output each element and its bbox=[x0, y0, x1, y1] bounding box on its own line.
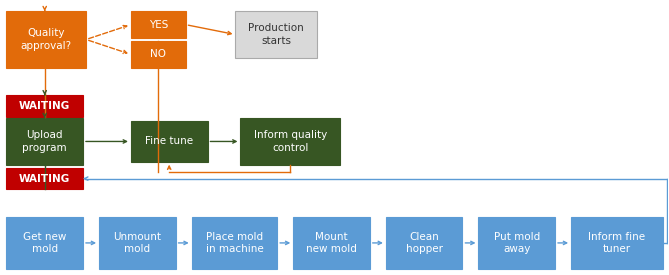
FancyBboxPatch shape bbox=[131, 11, 185, 38]
Text: Place mold
in machine: Place mold in machine bbox=[205, 232, 264, 254]
Text: YES: YES bbox=[149, 20, 168, 30]
FancyBboxPatch shape bbox=[293, 217, 370, 269]
FancyBboxPatch shape bbox=[131, 121, 207, 162]
FancyBboxPatch shape bbox=[386, 217, 462, 269]
Text: Production
starts: Production starts bbox=[248, 23, 304, 46]
Text: Put mold
away: Put mold away bbox=[494, 232, 540, 254]
FancyBboxPatch shape bbox=[240, 118, 340, 165]
FancyBboxPatch shape bbox=[131, 41, 185, 68]
Text: Fine tune: Fine tune bbox=[145, 136, 193, 147]
FancyBboxPatch shape bbox=[7, 11, 86, 68]
Text: Get new
mold: Get new mold bbox=[23, 232, 66, 254]
Text: Upload
program: Upload program bbox=[22, 130, 67, 153]
Text: Inform fine
tuner: Inform fine tuner bbox=[588, 232, 646, 254]
FancyBboxPatch shape bbox=[7, 168, 83, 189]
Text: WAITING: WAITING bbox=[19, 174, 70, 184]
FancyBboxPatch shape bbox=[7, 118, 83, 165]
FancyBboxPatch shape bbox=[7, 95, 83, 117]
Text: WAITING: WAITING bbox=[19, 101, 70, 111]
Text: Clean
hopper: Clean hopper bbox=[405, 232, 443, 254]
FancyBboxPatch shape bbox=[191, 217, 277, 269]
FancyBboxPatch shape bbox=[7, 217, 83, 269]
Text: Unmount
mold: Unmount mold bbox=[113, 232, 161, 254]
FancyBboxPatch shape bbox=[99, 217, 176, 269]
Text: NO: NO bbox=[151, 49, 166, 59]
FancyBboxPatch shape bbox=[235, 11, 317, 58]
FancyBboxPatch shape bbox=[571, 217, 662, 269]
FancyBboxPatch shape bbox=[478, 217, 555, 269]
Text: Mount
new mold: Mount new mold bbox=[306, 232, 357, 254]
Text: Inform quality
control: Inform quality control bbox=[254, 130, 327, 153]
Text: Quality
approval?: Quality approval? bbox=[21, 28, 72, 51]
